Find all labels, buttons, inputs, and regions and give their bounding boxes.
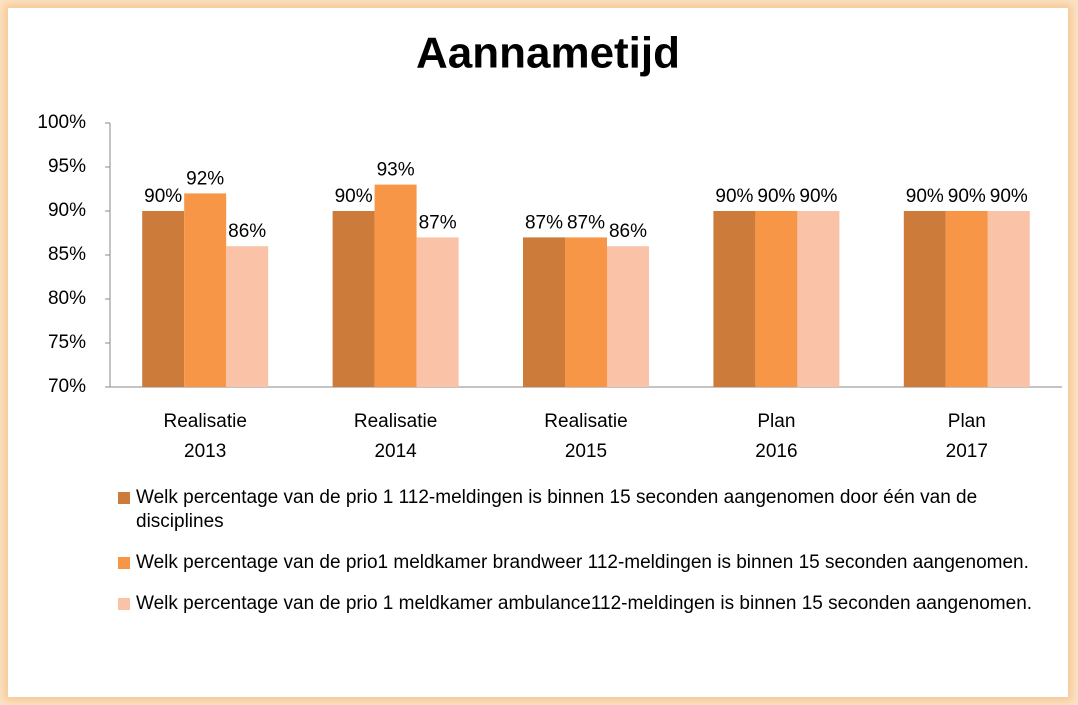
bar <box>184 193 227 387</box>
legend-item: Welk percentage van de prio1 meldkamer b… <box>118 551 1038 575</box>
data-label: 87% <box>419 212 457 233</box>
chart-title: Aannametijd <box>416 29 680 78</box>
x-tick-label: 2013 <box>184 441 226 462</box>
data-label: 90% <box>948 186 986 207</box>
bar <box>607 246 649 387</box>
data-label: 93% <box>377 160 415 181</box>
bar <box>755 211 798 387</box>
data-label: 92% <box>186 168 224 189</box>
x-tick-label: Plan <box>757 411 795 432</box>
legend-item: Welk percentage van de prio 1 meldkamer … <box>118 592 1038 616</box>
y-tick-label: 70% <box>48 376 86 397</box>
data-label: 90% <box>715 186 753 207</box>
x-tick-label: Realisatie <box>354 411 437 432</box>
y-tick-label: 75% <box>48 332 86 353</box>
legend-label: Welk percentage van de prio 1 112-meldin… <box>136 487 978 532</box>
data-label: 90% <box>335 186 373 207</box>
bar <box>565 237 607 387</box>
bar <box>713 211 756 387</box>
data-label: 90% <box>799 186 837 207</box>
x-tick-label: Realisatie <box>163 411 246 432</box>
bar <box>416 237 459 387</box>
y-tick-label: 80% <box>48 288 86 309</box>
bar <box>374 184 417 387</box>
bar <box>797 211 840 387</box>
data-label: 86% <box>609 221 647 242</box>
x-tick-label: 2016 <box>755 441 797 462</box>
x-tick-label: 2017 <box>946 441 988 462</box>
y-tick-label: 100% <box>37 112 86 133</box>
legend-swatch <box>118 492 130 504</box>
bar <box>945 211 988 387</box>
x-tick-label: Plan <box>948 411 986 432</box>
legend-swatch <box>118 557 130 569</box>
data-label: 87% <box>567 212 605 233</box>
legend-label: Welk percentage van de prio1 meldkamer b… <box>136 552 1029 573</box>
legend-label: Welk percentage van de prio 1 meldkamer … <box>136 593 1033 614</box>
data-label: 90% <box>757 186 795 207</box>
x-tick-label: Realisatie <box>544 411 627 432</box>
y-tick-label: 90% <box>48 200 86 221</box>
data-label: 90% <box>990 186 1028 207</box>
legend: Welk percentage van de prio 1 112-meldin… <box>118 486 1038 633</box>
bar <box>142 211 185 387</box>
x-tick-label: 2015 <box>565 441 607 462</box>
data-label: 90% <box>906 186 944 207</box>
data-label: 87% <box>525 212 563 233</box>
y-tick-label: 95% <box>48 156 86 177</box>
bar <box>987 211 1030 387</box>
bar <box>903 211 946 387</box>
bar <box>523 237 565 387</box>
bar <box>226 246 269 387</box>
bar <box>332 211 375 387</box>
legend-swatch <box>118 598 130 610</box>
legend-item: Welk percentage van de prio 1 112-meldin… <box>118 486 1038 534</box>
data-label: 90% <box>144 186 182 207</box>
data-label: 86% <box>228 221 266 242</box>
x-tick-label: 2014 <box>374 441 417 462</box>
y-tick-label: 85% <box>48 244 86 265</box>
